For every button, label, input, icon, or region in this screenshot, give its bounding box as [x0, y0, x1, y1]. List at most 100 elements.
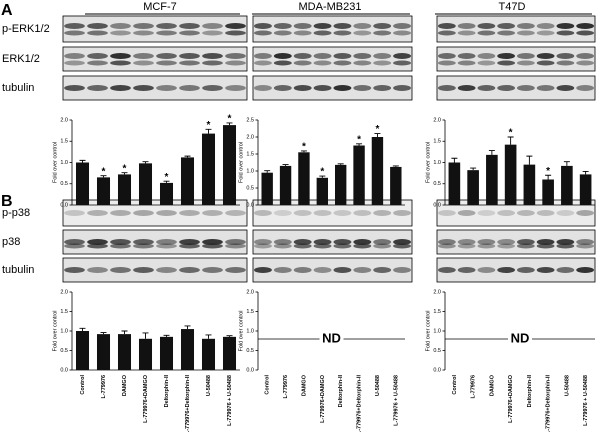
blot — [252, 46, 413, 72]
bar — [316, 177, 329, 205]
blot-band — [393, 23, 412, 29]
blot-band — [225, 23, 246, 29]
blot-band — [156, 243, 177, 249]
error-bar — [563, 161, 570, 166]
blot-band — [156, 210, 177, 216]
blot — [436, 15, 596, 43]
blot-band — [477, 53, 496, 59]
blot-band — [576, 85, 595, 91]
significance-marker: * — [357, 134, 361, 145]
blot-band — [556, 53, 575, 59]
y-tick-label: 2.0 — [433, 117, 441, 123]
significance-marker: * — [102, 166, 106, 177]
blot-band — [556, 267, 575, 273]
significance-marker: * — [302, 142, 306, 153]
blot-band — [536, 210, 555, 216]
blot-band — [273, 210, 292, 216]
blot — [62, 15, 248, 43]
x-tick-label: L-779976+Deltorphin-II — [185, 375, 191, 432]
bar — [561, 165, 573, 205]
error-bar — [392, 165, 399, 167]
blot-band — [110, 85, 131, 91]
blot-band — [477, 60, 496, 66]
y-tick-label: 0.5 — [433, 348, 441, 354]
error-bar — [337, 163, 344, 165]
blot-band — [497, 60, 516, 66]
blot-band — [225, 267, 246, 273]
error-bar — [205, 334, 212, 339]
blot-band — [179, 210, 200, 216]
blot-band — [576, 53, 595, 59]
bar — [298, 152, 310, 205]
blot-band — [576, 239, 595, 245]
blot-band — [64, 210, 85, 216]
y-tick-label: 1.5 — [60, 139, 68, 145]
y-tick-label: 1.0 — [433, 160, 441, 166]
blot-band — [576, 30, 595, 36]
significance-marker: * — [228, 114, 232, 125]
error-bar — [142, 161, 149, 164]
bar — [467, 170, 479, 205]
blot-band — [333, 210, 352, 216]
error-bar — [100, 175, 107, 178]
significance-marker: * — [207, 120, 211, 131]
x-tick-label: Deltorphin-II — [164, 375, 170, 408]
significance-marker: * — [546, 166, 550, 177]
error-bar — [79, 159, 86, 163]
blot-band — [497, 210, 516, 216]
blot-band — [133, 239, 154, 245]
error-bar — [282, 164, 289, 166]
blot-label: p38 — [2, 236, 20, 248]
blot-band — [273, 53, 292, 59]
blot-band — [273, 30, 292, 36]
blot-band — [373, 210, 392, 216]
blot-band — [373, 85, 392, 91]
blot-band — [225, 53, 246, 59]
blot-band — [373, 30, 392, 36]
blot-band — [293, 210, 312, 216]
y-tick-label: 1.0 — [246, 328, 254, 334]
blot-band — [179, 85, 200, 91]
x-tick-label: U-50488 — [206, 375, 212, 396]
blot-band — [437, 85, 456, 91]
blot-band — [253, 267, 272, 273]
error-bar — [526, 155, 533, 165]
bar — [279, 165, 292, 205]
x-tick-label: L-779976+DAMGO — [320, 374, 326, 423]
error-bar — [319, 175, 326, 178]
x-tick-label: U-50488 — [375, 375, 381, 396]
blot-band — [516, 243, 535, 249]
blot-band — [477, 30, 496, 36]
x-tick-label: DAMGO — [122, 374, 128, 396]
y-tick-label: 1.0 — [60, 160, 68, 166]
blot-band — [202, 85, 223, 91]
significance-marker: * — [509, 128, 513, 139]
blot-band — [225, 30, 246, 36]
blot-band — [293, 53, 312, 59]
blot-band — [273, 267, 292, 273]
x-tick-label: L-779976+DAMGO — [508, 374, 514, 423]
blot-band — [393, 53, 412, 59]
bar — [504, 144, 517, 205]
blot-band — [253, 30, 272, 36]
blot-band — [556, 210, 575, 216]
y-tick-label: 0.5 — [60, 181, 68, 187]
blot-band — [64, 53, 85, 59]
x-tick-label: L-779976 + U-50488 — [227, 375, 233, 426]
cell-line: MCF-7 — [143, 1, 177, 13]
blot-band — [64, 60, 85, 66]
blot-band — [202, 53, 223, 59]
x-tick-label: Control — [452, 375, 458, 395]
y-axis-label: Fold over control — [238, 142, 244, 183]
blot-band — [110, 60, 131, 66]
blot-band — [313, 243, 332, 249]
y-tick-label: 1.5 — [433, 309, 441, 315]
blot-band — [353, 60, 372, 66]
blot-band — [87, 23, 108, 29]
y-tick-label: 0.0 — [246, 367, 254, 373]
blot-band — [273, 239, 292, 245]
error-bar — [205, 128, 212, 134]
blot-band — [373, 23, 392, 29]
blot-band — [87, 210, 108, 216]
significance-marker: * — [375, 124, 379, 135]
